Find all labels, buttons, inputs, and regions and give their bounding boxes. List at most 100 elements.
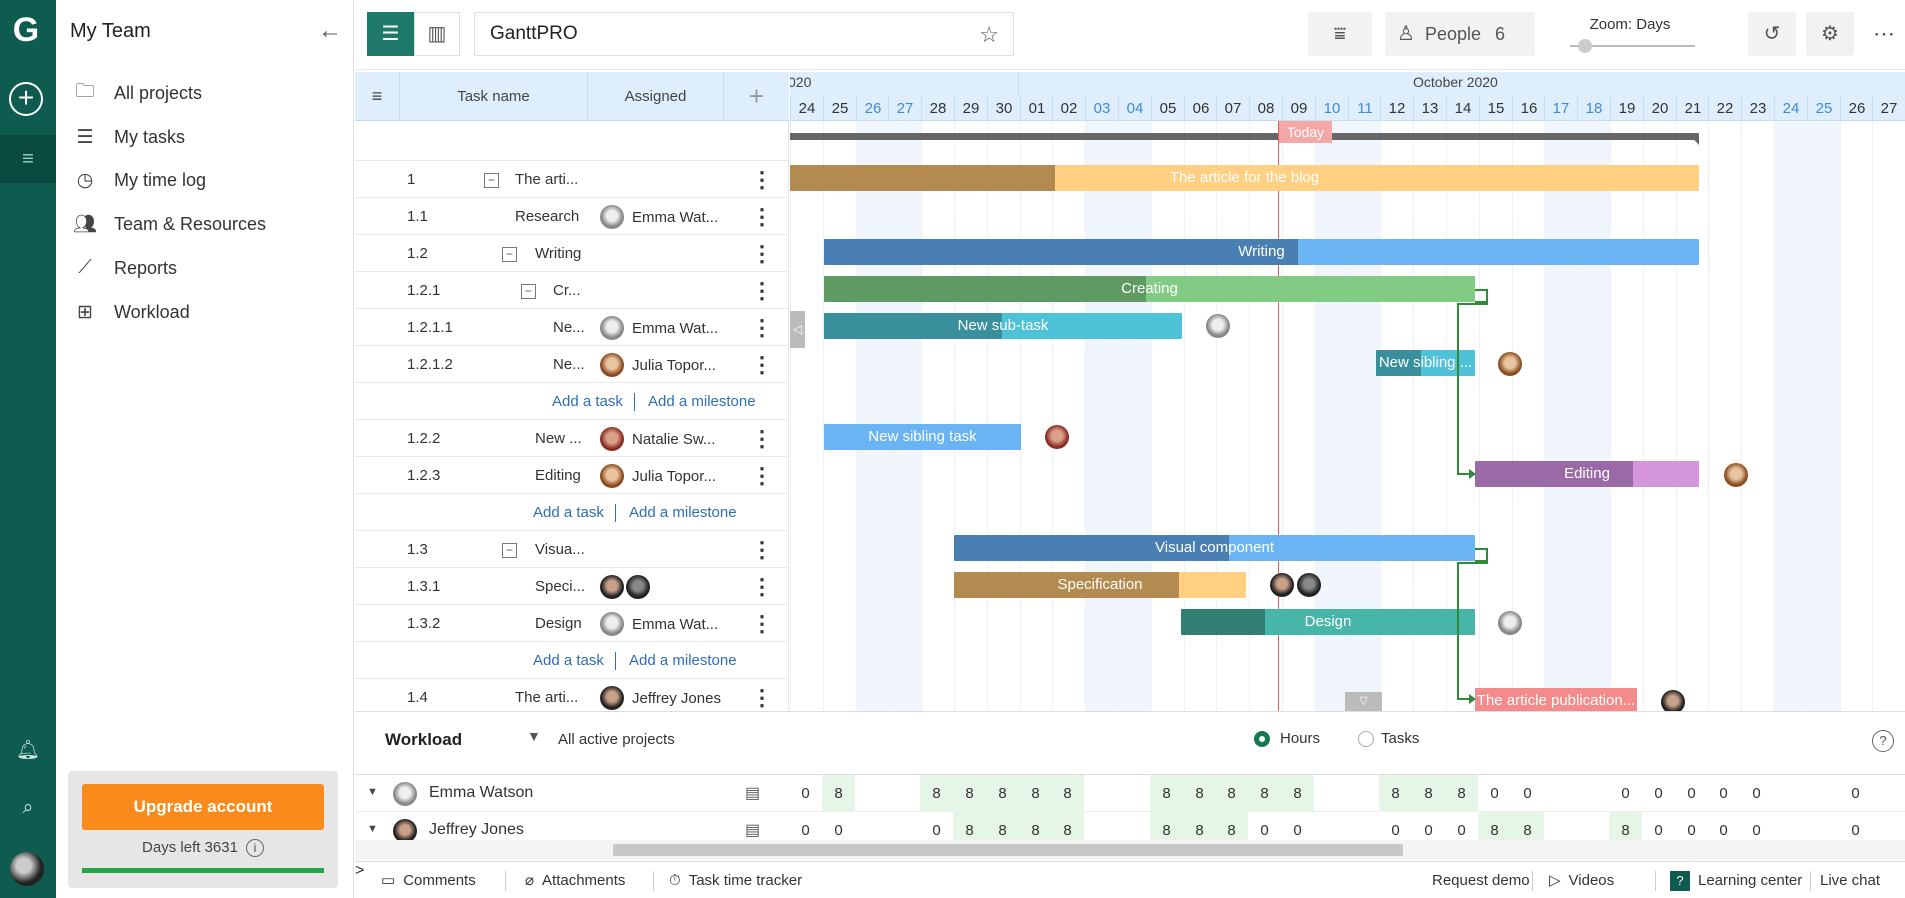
workload-cell[interactable] <box>1117 775 1150 812</box>
learning-center-link[interactable]: ? Learning center <box>1670 862 1802 898</box>
workload-cell[interactable]: 0 <box>932 822 941 839</box>
add-column-button[interactable]: + <box>748 81 765 111</box>
help-icon[interactable]: ? <box>1872 730 1894 752</box>
task-name[interactable]: Visua... <box>535 541 585 558</box>
sidebar-item-reports[interactable]: ⟋ Reports <box>70 254 177 282</box>
column-task-name[interactable]: Task name <box>400 72 588 121</box>
column-settings-icon[interactable]: ≡ <box>355 72 400 121</box>
task-row[interactable]: 1.2.1.1 Ne... Emma Wat... ⋮ <box>355 309 788 346</box>
project-dropdown-chevron-icon[interactable]: ▼ <box>527 728 541 744</box>
sidebar-item-my-time-log[interactable]: ◷ My time log <box>70 166 206 194</box>
workload-cell[interactable] <box>1773 775 1806 812</box>
scroll-down-marker[interactable]: ▽ <box>1345 692 1382 711</box>
task-row[interactable]: 1.4 The arti... Jeffrey Jones ⋮ <box>355 679 788 711</box>
info-icon[interactable]: i <box>245 839 264 857</box>
task-row[interactable]: 1.2.2 New ... Natalie Sw... ⋮ <box>355 420 788 457</box>
workload-cell[interactable]: 8 <box>1051 775 1084 812</box>
task-row[interactable]: 1.2.1 − Cr... ⋮ <box>355 272 788 309</box>
assignee[interactable]: Emma Wat... <box>600 612 718 636</box>
task-name[interactable]: The arti... <box>515 171 579 188</box>
task-name[interactable]: Cr... <box>553 282 581 299</box>
user-avatar[interactable] <box>10 852 44 886</box>
gantt-bar-editing[interactable]: Editing <box>1475 461 1699 487</box>
task-row[interactable]: 1 − The arti... ⋮ <box>355 161 788 198</box>
row-menu-icon[interactable]: ⋮ <box>751 241 773 266</box>
task-row[interactable]: 1.3.1 Speci... ⋮ <box>355 568 788 605</box>
assignee[interactable] <box>600 575 658 599</box>
collapse-grid-handle[interactable]: ◁ <box>790 311 805 348</box>
row-menu-icon[interactable]: ⋮ <box>751 685 773 710</box>
gantt-bar-visual-component[interactable]: Visual component <box>954 535 1475 561</box>
task-name[interactable]: New ... <box>535 430 582 447</box>
task-name[interactable]: The arti... <box>515 689 579 706</box>
gantt-bar-project[interactable]: The article for the blog <box>790 165 1699 191</box>
add-task-link[interactable]: Add a task <box>533 504 604 521</box>
request-demo-link[interactable]: Request demo <box>1432 872 1530 889</box>
workload-cell[interactable]: 0 <box>1457 822 1466 839</box>
workload-cell[interactable]: 0 <box>1687 785 1696 802</box>
task-row[interactable]: 1.1 Research Emma Wat... ⋮ <box>355 198 788 235</box>
comments-button[interactable]: ▭ Comments <box>381 862 476 898</box>
workload-cell[interactable]: 8 <box>1445 775 1478 812</box>
gantt-view-button[interactable]: ☰ <box>367 12 414 56</box>
gantt-bar-creating[interactable]: Creating <box>824 276 1475 302</box>
workload-cell[interactable]: 8 <box>1019 775 1052 812</box>
workload-cell[interactable] <box>1084 775 1117 812</box>
task-row[interactable]: 1.3 − Visua... ⋮ <box>355 531 788 568</box>
workload-cell[interactable]: 8 <box>1412 775 1445 812</box>
workload-cell[interactable]: 0 <box>834 822 843 839</box>
tasks-radio[interactable] <box>1358 731 1374 747</box>
workload-cell[interactable] <box>1543 775 1576 812</box>
task-name[interactable]: Research <box>515 208 580 225</box>
row-menu-icon[interactable]: ⋮ <box>751 315 773 340</box>
assignee[interactable]: Julia Topor... <box>600 353 716 377</box>
workload-cell[interactable]: 0 <box>1654 785 1663 802</box>
sidebar-item-workload[interactable]: ⊞ Workload <box>70 298 190 326</box>
add-task-link[interactable]: Add a task <box>533 652 604 669</box>
task-row[interactable]: 1.2.1.2 Ne... Julia Topor... ⋮ <box>355 346 788 383</box>
hours-radio[interactable] <box>1254 731 1270 747</box>
workload-cell[interactable] <box>1806 775 1839 812</box>
videos-link[interactable]: ▷ Videos <box>1549 862 1614 898</box>
sidebar-item-team-resources[interactable]: 👥︎ Team & Resources <box>70 210 266 238</box>
expand-chevron-icon[interactable]: ▼ <box>367 786 378 798</box>
row-menu-icon[interactable]: ⋮ <box>751 463 773 488</box>
task-name[interactable]: Design <box>535 615 582 632</box>
row-menu-icon[interactable]: ⋮ <box>751 167 773 192</box>
project-summary-bar[interactable] <box>790 133 1699 140</box>
add-milestone-link[interactable]: Add a milestone <box>629 504 737 521</box>
assignee[interactable]: Emma Wat... <box>600 316 718 340</box>
workload-cell[interactable] <box>1871 775 1904 812</box>
add-task-link[interactable]: Add a task <box>552 393 623 410</box>
workload-cell[interactable] <box>1347 775 1380 812</box>
notification-bell-icon[interactable]: 🔔︎ <box>15 740 41 761</box>
add-milestone-link[interactable]: Add a milestone <box>648 393 756 410</box>
sidebar-item-my-tasks[interactable]: ☰ My tasks <box>70 123 185 151</box>
workload-cell[interactable]: 0 <box>801 822 810 839</box>
workload-cell[interactable]: 0 <box>1523 785 1532 802</box>
workload-cell[interactable]: 0 <box>1621 785 1630 802</box>
workload-cell[interactable] <box>855 775 888 812</box>
workload-cell[interactable]: 0 <box>1719 822 1728 839</box>
favorite-star-icon[interactable]: ☆ <box>979 22 999 47</box>
time-tracker-button[interactable]: ⏱︎ Task time tracker <box>669 862 802 898</box>
expand-chevron-icon[interactable]: ▼ <box>367 823 378 835</box>
calendar-icon[interactable]: ▤ <box>745 785 761 802</box>
column-assigned[interactable]: Assigned <box>588 72 724 121</box>
settings-gear-icon[interactable]: ⚙ <box>1806 12 1854 56</box>
assignee[interactable]: Jeffrey Jones <box>600 686 721 710</box>
filter-button[interactable]: ⩸ <box>1308 12 1372 56</box>
workload-cell[interactable]: 0 <box>1391 822 1400 839</box>
workload-cell[interactable]: 0 <box>1654 822 1663 839</box>
row-menu-icon[interactable]: ⋮ <box>751 537 773 562</box>
assignee[interactable]: Julia Topor... <box>600 464 716 488</box>
history-icon[interactable]: ↺ <box>1748 12 1796 56</box>
upgrade-account-button[interactable]: Upgrade account <box>82 784 324 830</box>
assignee[interactable]: Emma Wat... <box>600 205 718 229</box>
workload-cell[interactable]: 8 <box>953 775 986 812</box>
workload-cell[interactable]: 8 <box>1215 775 1248 812</box>
gantt-bar-publication[interactable]: The article publication... <box>1475 688 1637 711</box>
workload-cell[interactable]: 0 <box>1260 822 1269 839</box>
row-menu-icon[interactable]: ⋮ <box>751 352 773 377</box>
create-project-button[interactable]: + <box>9 82 43 116</box>
